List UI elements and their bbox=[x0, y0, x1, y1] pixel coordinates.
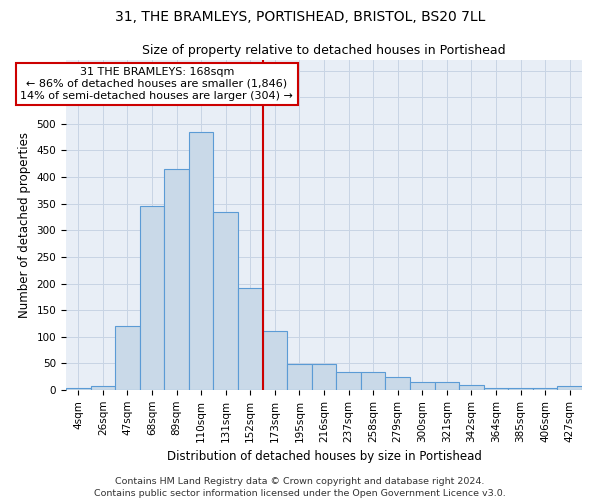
Bar bbox=[410, 382, 434, 390]
Bar bbox=[140, 206, 164, 390]
Bar bbox=[385, 376, 410, 390]
Bar bbox=[459, 384, 484, 390]
Bar bbox=[287, 364, 312, 390]
X-axis label: Distribution of detached houses by size in Portishead: Distribution of detached houses by size … bbox=[167, 450, 481, 463]
Bar bbox=[484, 388, 508, 390]
Y-axis label: Number of detached properties: Number of detached properties bbox=[18, 132, 31, 318]
Bar bbox=[508, 388, 533, 390]
Bar bbox=[164, 169, 189, 390]
Bar bbox=[91, 386, 115, 390]
Bar bbox=[238, 288, 263, 390]
Bar bbox=[312, 364, 336, 390]
Bar bbox=[557, 386, 582, 390]
Bar bbox=[434, 382, 459, 390]
Bar bbox=[361, 372, 385, 390]
Text: 31, THE BRAMLEYS, PORTISHEAD, BRISTOL, BS20 7LL: 31, THE BRAMLEYS, PORTISHEAD, BRISTOL, B… bbox=[115, 10, 485, 24]
Bar bbox=[533, 388, 557, 390]
Bar bbox=[214, 212, 238, 390]
Title: Size of property relative to detached houses in Portishead: Size of property relative to detached ho… bbox=[142, 44, 506, 58]
Bar bbox=[336, 372, 361, 390]
Bar bbox=[263, 332, 287, 390]
Bar bbox=[189, 132, 214, 390]
Text: 31 THE BRAMLEYS: 168sqm
← 86% of detached houses are smaller (1,846)
14% of semi: 31 THE BRAMLEYS: 168sqm ← 86% of detache… bbox=[20, 68, 293, 100]
Bar bbox=[66, 388, 91, 390]
Bar bbox=[115, 326, 140, 390]
Text: Contains HM Land Registry data © Crown copyright and database right 2024.
Contai: Contains HM Land Registry data © Crown c… bbox=[94, 476, 506, 498]
